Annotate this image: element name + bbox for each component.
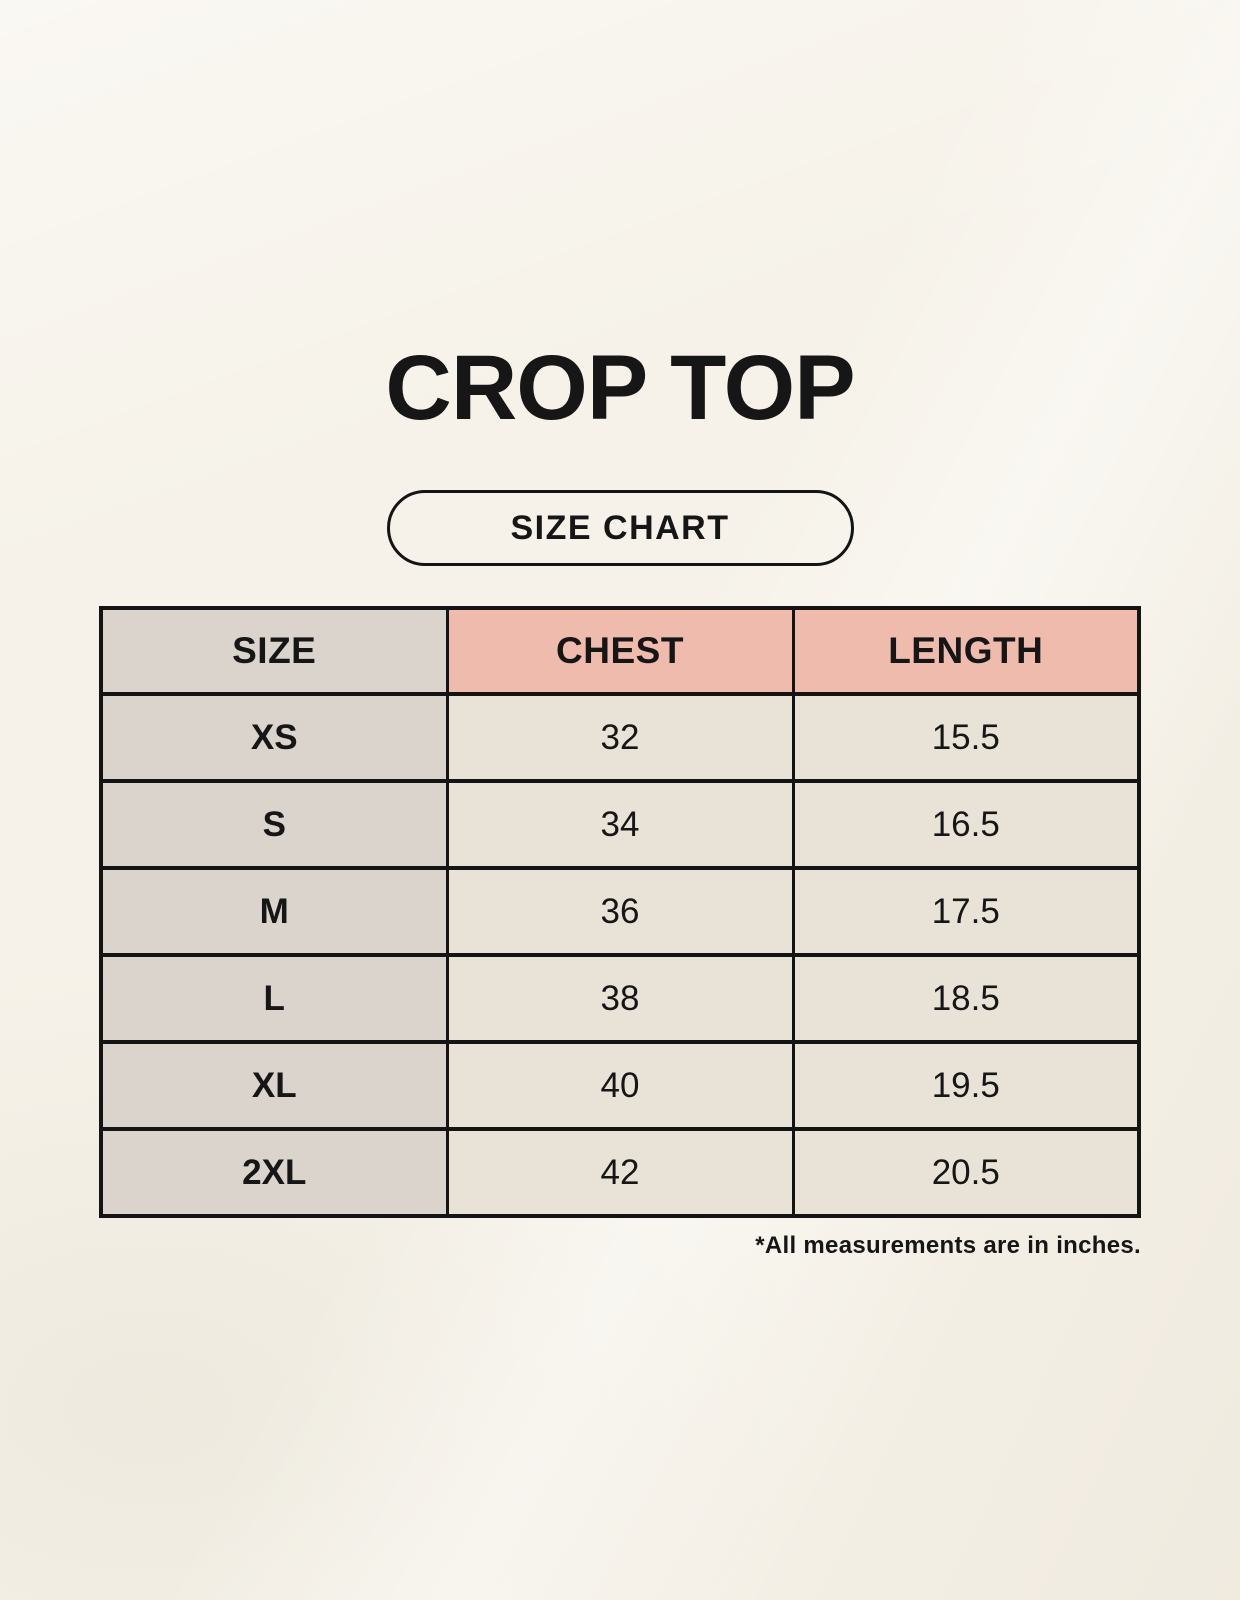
size-chart-badge: SIZE CHART [386,490,854,566]
size-cell: 2XL [99,1127,449,1218]
size-chart-badge-label: SIZE CHART [510,508,730,547]
size-cell: XL [99,1040,449,1131]
header-size: SIZE [99,606,449,696]
size-cell: XS [99,692,449,783]
header-length: LENGTH [791,606,1141,696]
size-cell: M [99,866,449,957]
table-row: M 36 17.5 [99,866,1141,957]
chest-value-cell: 34 [445,779,795,870]
page-title: CROP TOP [385,337,855,439]
size-cell: S [99,779,449,870]
length-value-cell: 17.5 [791,866,1141,957]
chest-value-cell: 42 [445,1127,795,1218]
chest-value-cell: 36 [445,866,795,957]
length-value-cell: 19.5 [791,1040,1141,1131]
table-row: 2XL 42 20.5 [99,1127,1141,1218]
table-row: XS 32 15.5 [99,692,1141,783]
size-chart-table: SIZE CHEST LENGTH XS 32 15.5 S 34 16.5 M… [99,606,1141,1218]
length-value-cell: 15.5 [791,692,1141,783]
length-value-cell: 18.5 [791,953,1141,1044]
chest-value-cell: 38 [445,953,795,1044]
size-cell: L [99,953,449,1044]
chest-value-cell: 40 [445,1040,795,1131]
length-value-cell: 16.5 [791,779,1141,870]
table-row: S 34 16.5 [99,779,1141,870]
table-header-row: SIZE CHEST LENGTH [99,606,1141,696]
chest-value-cell: 32 [445,692,795,783]
measurements-note: *All measurements are in inches. [755,1232,1141,1259]
table-row: L 38 18.5 [99,953,1141,1044]
table-row: XL 40 19.5 [99,1040,1141,1131]
header-chest: CHEST [445,606,795,696]
length-value-cell: 20.5 [791,1127,1141,1218]
